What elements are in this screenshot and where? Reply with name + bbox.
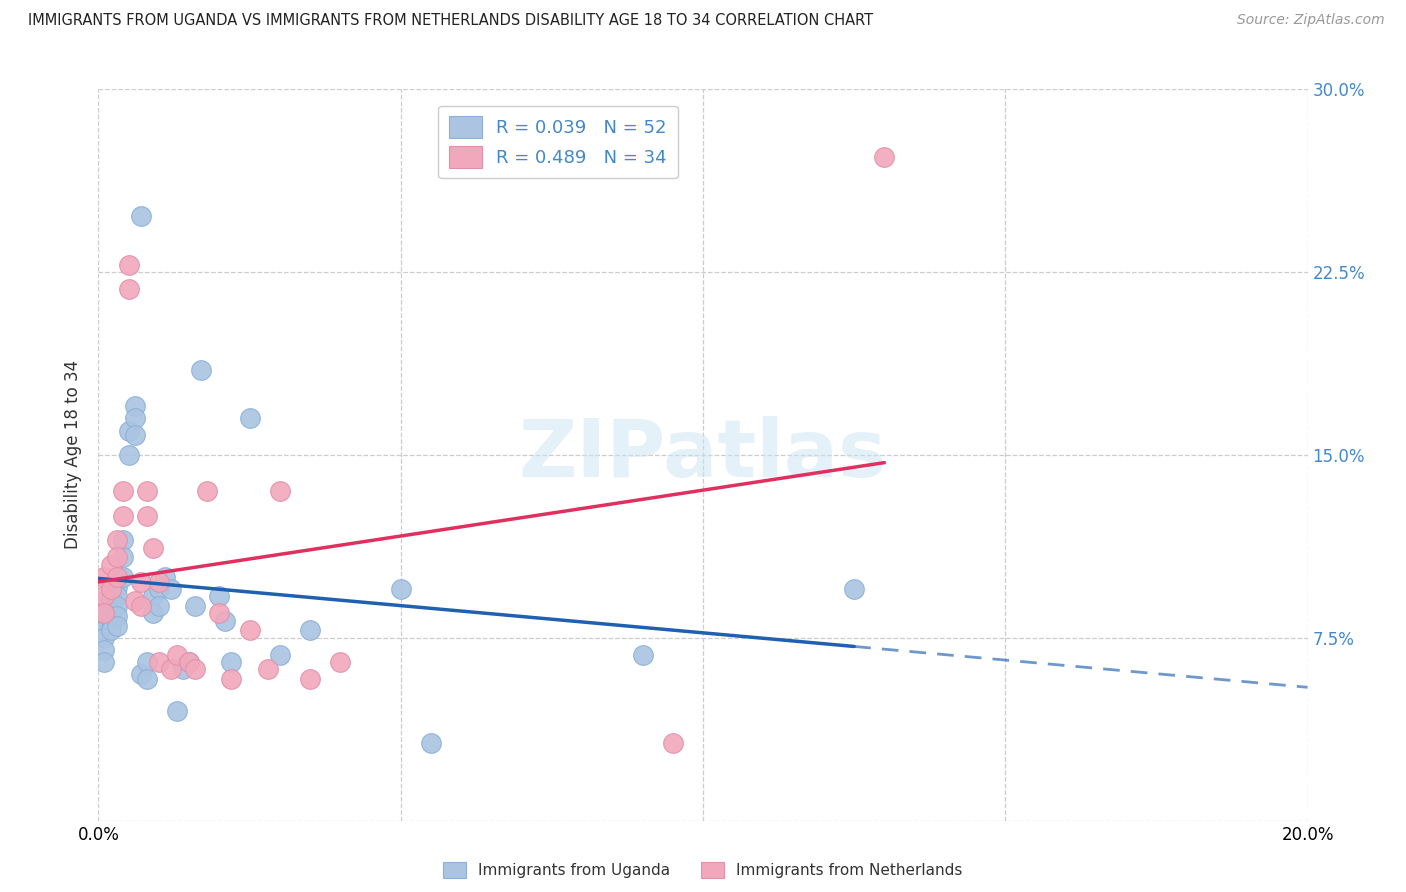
Point [166,648,188,662]
Point [148,599,170,613]
Point [269,484,291,499]
Point [105,550,128,565]
Point [160,663,183,677]
Point [111,533,134,548]
Point [129,574,152,589]
Point [124,594,146,608]
Point [844,582,866,596]
Point [299,672,322,686]
Point [93,614,115,628]
Point [93,590,115,604]
Point [105,533,128,548]
Y-axis label: Disability Age 18 to 34: Disability Age 18 to 34 [65,360,83,549]
Point [118,282,141,296]
Point [135,484,157,499]
Point [221,655,243,669]
Point [166,704,188,718]
Point [239,411,262,425]
Point [135,655,157,669]
Point [100,587,122,601]
Point [631,648,654,662]
Point [148,574,170,589]
Point [256,663,278,677]
Point [135,508,157,523]
Point [111,508,134,523]
Point [184,663,207,677]
Point [142,541,165,555]
Point [420,736,443,750]
Point [129,599,152,613]
Point [179,655,201,669]
Point [93,643,115,657]
Text: ZIPatlas: ZIPatlas [519,416,887,494]
Point [124,428,146,442]
Point [100,614,122,628]
Point [148,655,170,669]
Point [195,484,218,499]
Point [105,570,128,584]
Point [129,209,152,223]
Point [105,580,128,594]
Legend: Immigrants from Uganda, Immigrants from Netherlands: Immigrants from Uganda, Immigrants from … [437,856,969,884]
Point [329,655,352,669]
Point [153,570,176,584]
Point [179,655,201,669]
Text: Source: ZipAtlas.com: Source: ZipAtlas.com [1237,13,1385,28]
Point [269,648,291,662]
Point [662,736,685,750]
Text: IMMIGRANTS FROM UGANDA VS IMMIGRANTS FROM NETHERLANDS DISABILITY AGE 18 TO 34 CO: IMMIGRANTS FROM UGANDA VS IMMIGRANTS FRO… [28,13,873,29]
Point [111,484,134,499]
Point [389,582,412,596]
Point [190,362,212,376]
Point [184,599,207,613]
Point [111,570,134,584]
Point [118,448,141,462]
Point [214,614,236,628]
Point [100,624,122,638]
Point [100,594,122,608]
Point [100,582,122,596]
Point [160,582,183,596]
Point [239,624,262,638]
Point [100,580,122,594]
Point [124,399,146,413]
Point [93,631,115,645]
Point [142,607,165,621]
Point [93,607,115,621]
Point [299,624,322,638]
Legend: R = 0.039   N = 52, R = 0.489   N = 34: R = 0.039 N = 52, R = 0.489 N = 34 [439,105,678,178]
Point [100,558,122,572]
Point [93,594,115,608]
Point [129,667,152,681]
Point [172,663,194,677]
Point [105,618,128,632]
Point [142,590,165,604]
Point [105,570,128,584]
Point [118,258,141,272]
Point [105,599,128,613]
Point [148,582,170,596]
Point [124,411,146,425]
Point [118,424,141,438]
Point [105,590,128,604]
Point [111,550,134,565]
Point [100,604,122,618]
Point [93,624,115,638]
Point [93,655,115,669]
Point [873,151,896,165]
Point [221,672,243,686]
Point [135,672,157,686]
Point [208,607,231,621]
Point [208,590,231,604]
Point [93,607,115,621]
Point [105,608,128,623]
Point [93,570,115,584]
